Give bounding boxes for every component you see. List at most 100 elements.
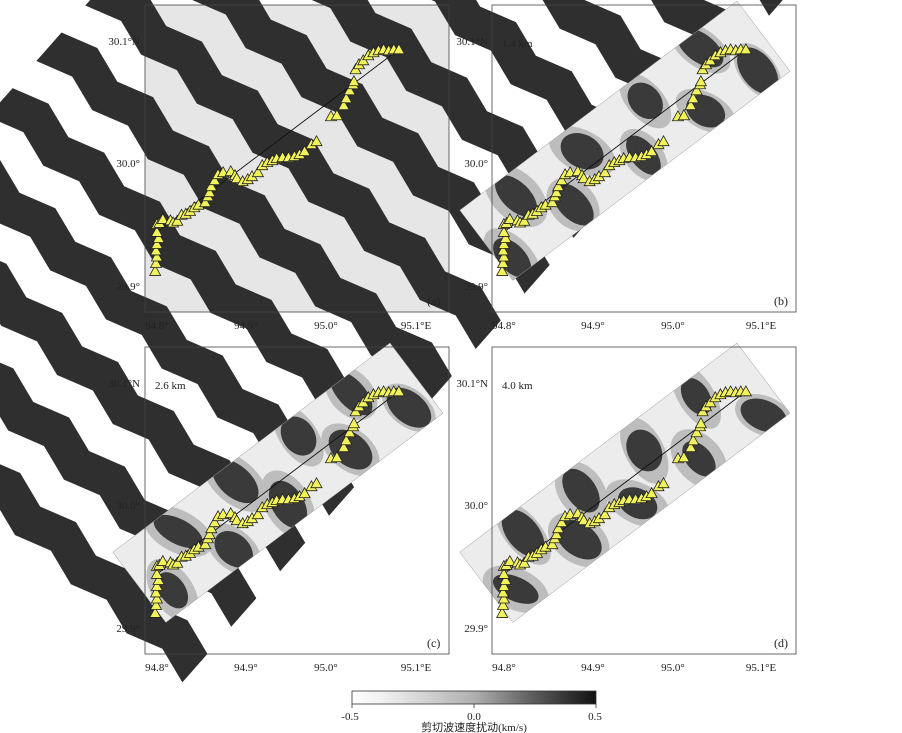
- station-marker: [677, 451, 691, 463]
- station-marker: [577, 513, 590, 526]
- station-marker: [208, 173, 221, 186]
- station-marker: [392, 43, 406, 55]
- panel-a-frame: [144, 4, 450, 313]
- x-tick-label: 94.8°: [145, 662, 169, 674]
- station-marker: [496, 244, 510, 256]
- y-tick-label: 30.0°: [464, 500, 488, 512]
- colorbar-gradient: [351, 690, 597, 705]
- strip-anomalies: [143, 366, 436, 622]
- panel-b-depth: 1.4 km: [502, 38, 533, 50]
- station-marker: [496, 264, 509, 276]
- x-tick-label: 94.9°: [581, 320, 605, 332]
- station-marker: [149, 586, 163, 598]
- checker-dark-band: [192, 0, 550, 294]
- anomaly-core: [560, 133, 604, 170]
- station-marker: [340, 434, 353, 446]
- station-marker: [149, 264, 162, 276]
- x-tick-label: 94.9°: [581, 662, 605, 674]
- station-marker: [149, 256, 163, 268]
- station-marker: [684, 98, 697, 111]
- station-marker: [739, 43, 753, 55]
- station-marker: [208, 515, 221, 528]
- y-tick-label: 30.1°N: [108, 36, 140, 48]
- station-marker: [150, 250, 164, 262]
- panel-c-y-ticks: 30.1°N 30.0° 29.9°: [108, 378, 140, 635]
- station-marker: [496, 256, 510, 268]
- colorbar: -0.5 0.0 0.5 剪切波速度扰动(km/s): [341, 690, 602, 733]
- station-marker: [694, 75, 708, 87]
- strip-outline: [112, 342, 444, 623]
- y-tick-label: 30.0°: [464, 158, 488, 170]
- y-tick-label: 30.0°: [116, 500, 140, 512]
- station-marker: [499, 573, 512, 585]
- anomaly-core: [627, 82, 663, 120]
- station-marker: [496, 598, 510, 610]
- y-tick-label: 29.9°: [116, 623, 140, 635]
- station-marker: [203, 185, 216, 198]
- panel-d-frame: [491, 346, 797, 655]
- stations-c: [149, 385, 406, 618]
- x-tick-label: 95.0°: [661, 662, 685, 674]
- station-marker: [496, 586, 510, 598]
- station-marker: [497, 567, 511, 579]
- colorbar-tick-label: -0.5: [341, 711, 359, 723]
- stations-a: [149, 43, 406, 276]
- station-marker: [497, 225, 511, 237]
- station-marker: [739, 385, 753, 397]
- panel-b-letter: (b): [774, 294, 788, 308]
- station-marker: [203, 527, 216, 540]
- panel-c-letter: (c): [427, 636, 440, 650]
- station-marker: [347, 75, 361, 87]
- station-marker: [310, 134, 323, 147]
- station-marker: [687, 92, 700, 104]
- station-marker: [690, 83, 703, 96]
- stations-b: [496, 43, 753, 276]
- panel-a-y-ticks: 30.1°N 30.0° 29.9°: [108, 36, 140, 293]
- panel-c-depth: 2.6 km: [155, 380, 186, 392]
- station-marker: [149, 598, 163, 610]
- station-marker: [156, 212, 170, 224]
- station-marker: [499, 231, 512, 243]
- station-marker: [251, 507, 265, 520]
- y-tick-label: 30.1°N: [108, 378, 140, 390]
- x-tick-label: 94.9°: [234, 662, 258, 674]
- station-marker: [171, 214, 184, 226]
- station-marker: [298, 144, 311, 157]
- station-marker: [298, 486, 311, 499]
- station-marker: [687, 434, 700, 446]
- checker-dark-band: [36, 32, 452, 405]
- station-marker: [497, 579, 511, 591]
- stations-d: [496, 385, 753, 618]
- station-marker: [251, 165, 265, 178]
- station-marker: [330, 109, 344, 121]
- station-marker: [550, 527, 563, 540]
- station-marker: [337, 440, 350, 453]
- anomaly-core: [740, 398, 788, 433]
- station-marker: [546, 537, 559, 550]
- x-tick-label: 95.0°: [314, 320, 338, 332]
- station-marker: [152, 231, 165, 243]
- station-marker: [577, 171, 590, 184]
- station-marker: [337, 98, 350, 111]
- x-tick-label: 94.8°: [492, 320, 516, 332]
- station-marker: [598, 165, 612, 178]
- station-marker: [330, 451, 344, 463]
- station-marker: [392, 385, 406, 397]
- anomaly-core: [280, 416, 317, 456]
- panel-c: (c) 2.6 km: [112, 342, 450, 655]
- anomaly-core: [555, 519, 602, 560]
- panel-d-x-ticks: 94.8° 94.9° 95.0° 95.1°E: [492, 662, 776, 674]
- station-marker: [555, 173, 568, 186]
- checker-dark-band: [0, 88, 404, 461]
- strip-anomalies: [482, 364, 790, 613]
- checker-dark-band: [0, 464, 208, 683]
- panel-d: (d) 4.0 km: [459, 342, 797, 655]
- y-tick-label: 30.0°: [116, 158, 140, 170]
- panel-b-y-ticks: 30.1°N 30.0° 29.9°: [456, 36, 488, 293]
- panel-c-frame: [144, 346, 450, 655]
- station-marker: [205, 521, 218, 534]
- station-marker: [657, 134, 670, 147]
- station-marker: [497, 237, 511, 249]
- x-tick-label: 94.8°: [145, 320, 169, 332]
